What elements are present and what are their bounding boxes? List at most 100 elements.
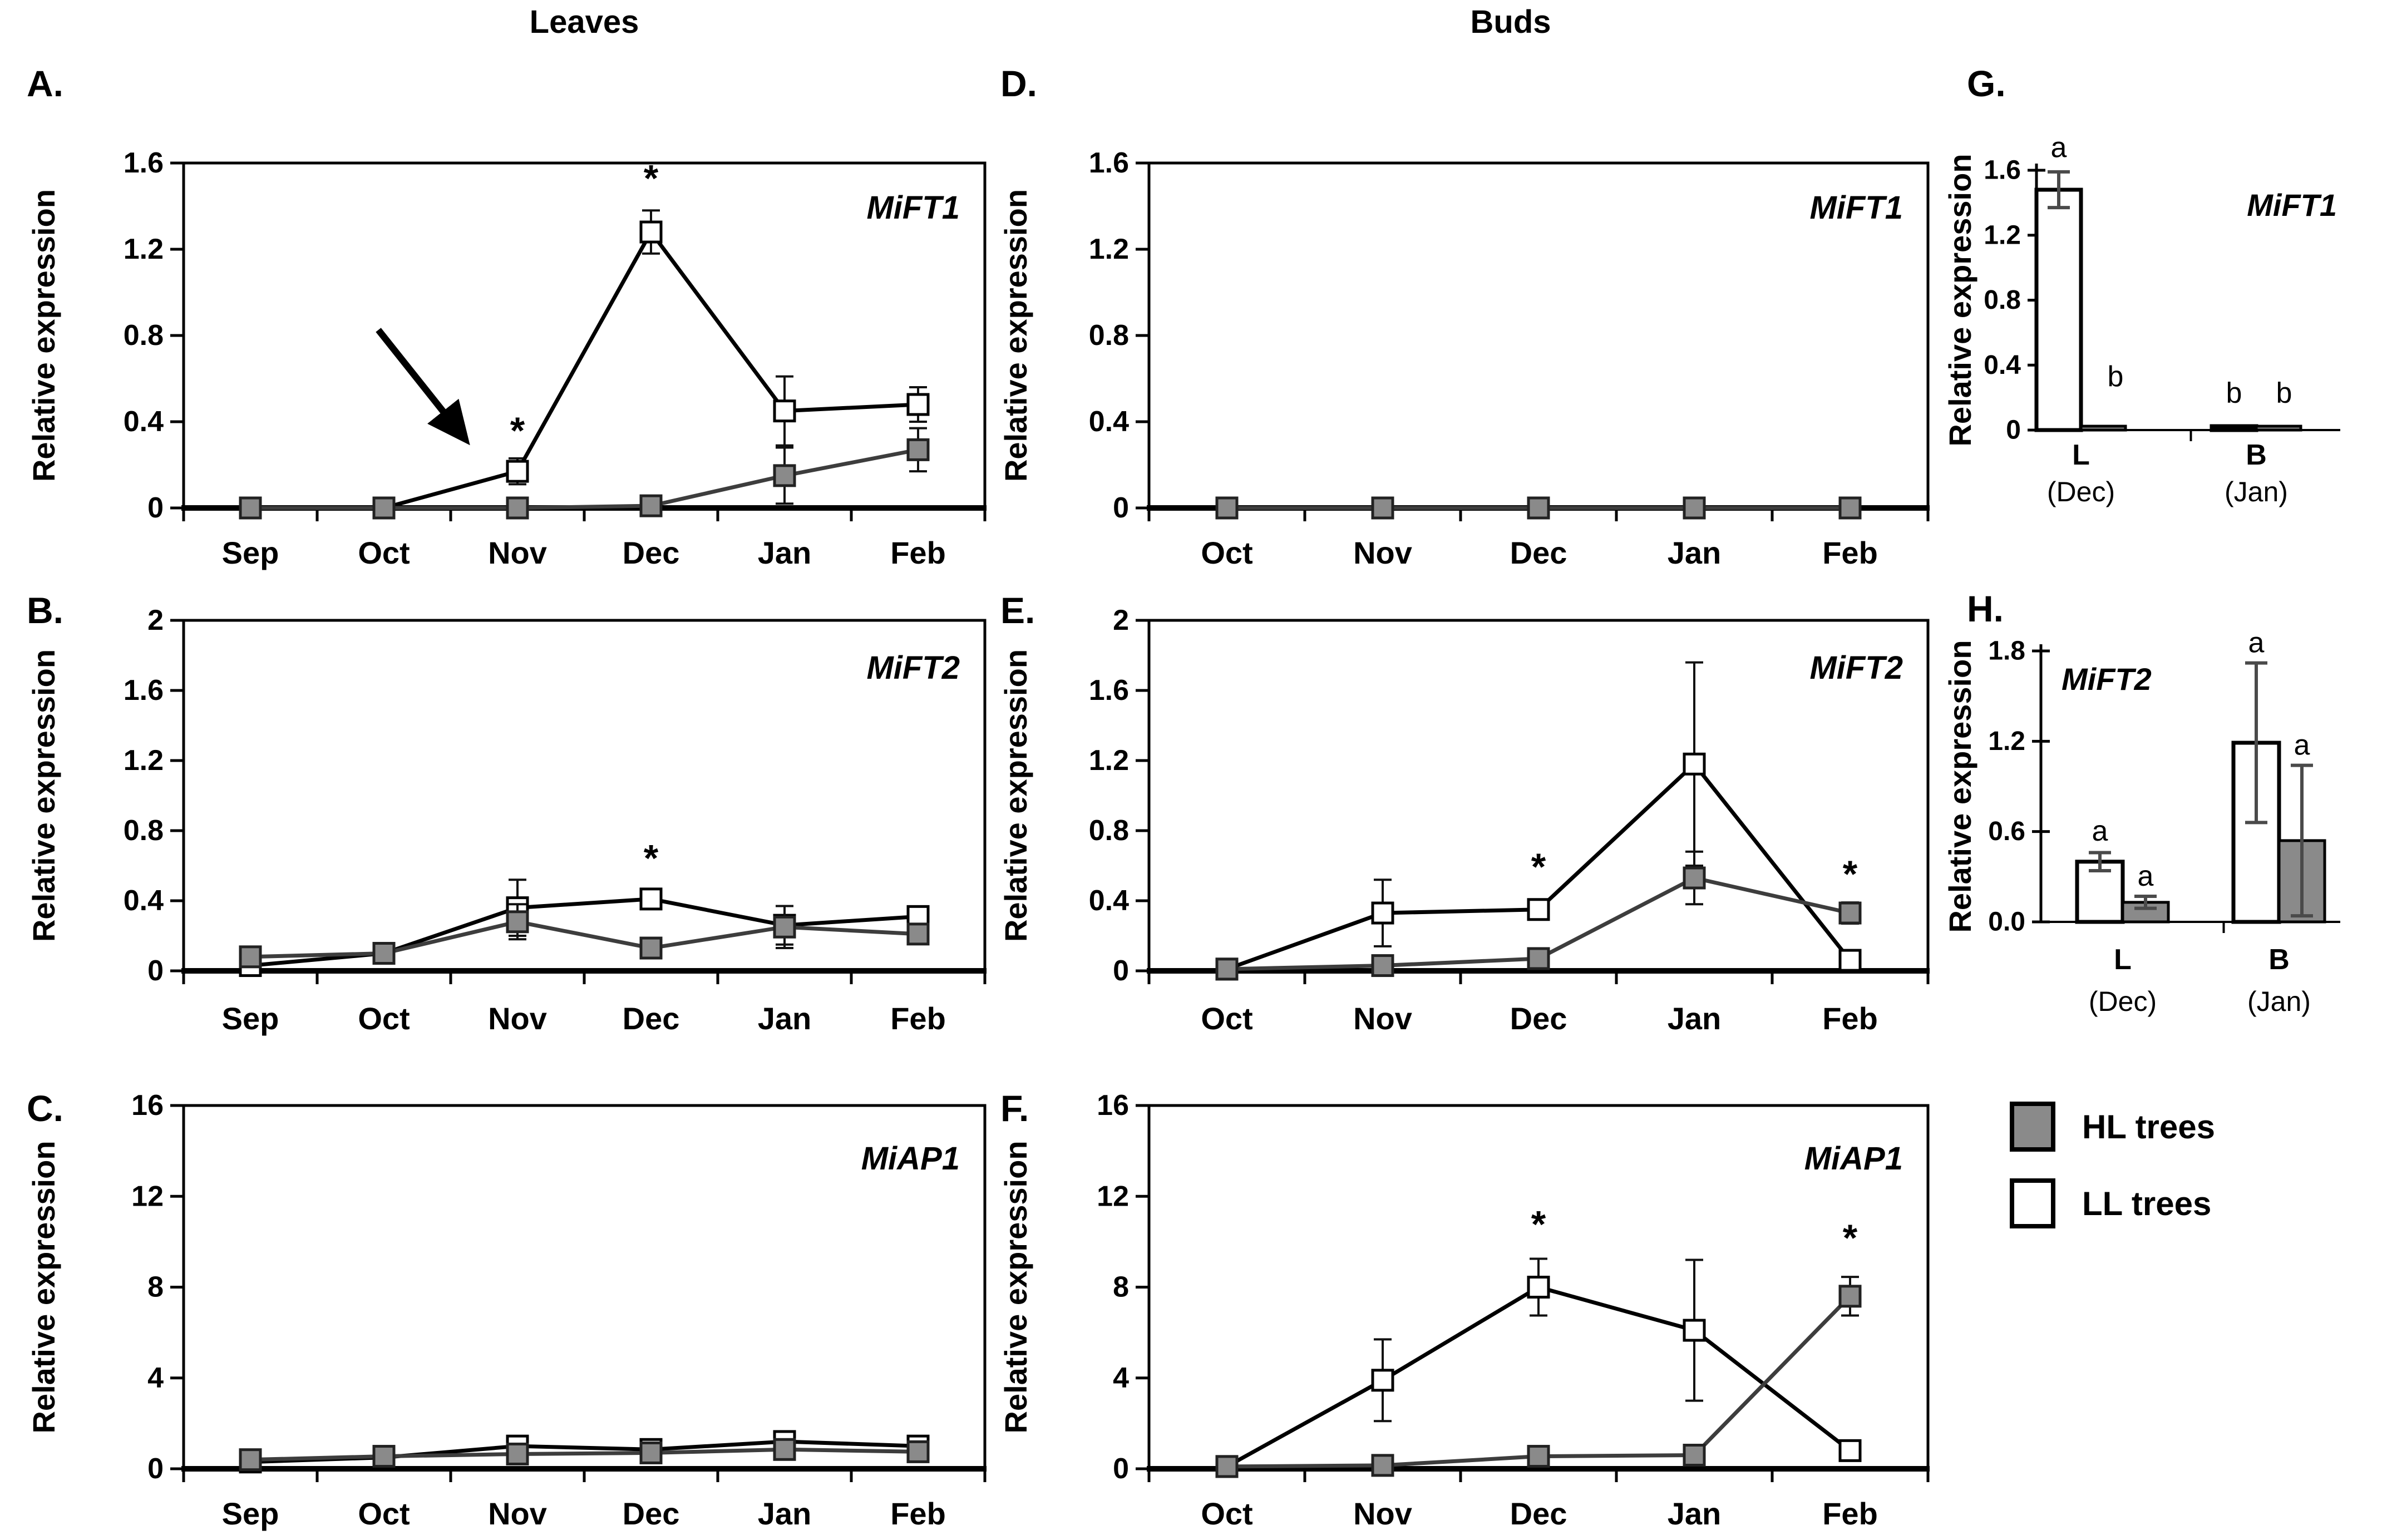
svg-text:0.8: 0.8 xyxy=(1984,285,2021,315)
panel-g-bar-chart-mift1: 0 0.4 0.8 1.2 1.6 L (Dec) B (Jan) a b b b G. Relative … xyxy=(1947,63,2340,507)
svg-text:1.2: 1.2 xyxy=(1089,233,1129,265)
svg-text:1.2: 1.2 xyxy=(1984,220,2021,250)
svg-text:Oct: Oct xyxy=(358,1496,410,1531)
svg-text:(Jan): (Jan) xyxy=(2247,986,2311,1017)
svg-text:*: * xyxy=(1531,846,1546,888)
svg-text:A.: A. xyxy=(27,63,63,104)
svg-text:Jan: Jan xyxy=(1668,1496,1722,1531)
svg-text:H.: H. xyxy=(1967,588,2004,629)
svg-text:(Dec): (Dec) xyxy=(2089,986,2157,1017)
svg-text:MiFT2: MiFT2 xyxy=(2062,662,2152,697)
legend-item-hl-trees: HL trees xyxy=(2010,1102,2215,1152)
svg-text:b: b xyxy=(2276,377,2292,409)
panel-d-line-chart-mift1-buds: 0 0.4 0.8 1.2 1.6 Oct Nov Dec Jan Feb D. Relative e… xyxy=(998,63,1930,570)
svg-text:(Dec): (Dec) xyxy=(2047,476,2115,507)
svg-text:Jan: Jan xyxy=(758,1001,812,1036)
svg-text:a: a xyxy=(2051,132,2067,164)
svg-text:C.: C. xyxy=(27,1088,63,1129)
svg-text:Feb: Feb xyxy=(1822,1496,1878,1531)
svg-text:*: * xyxy=(1843,853,1858,895)
svg-text:1.6: 1.6 xyxy=(1089,147,1129,179)
svg-text:Nov: Nov xyxy=(488,1496,547,1531)
svg-text:Jan: Jan xyxy=(1668,535,1722,570)
svg-text:Nov: Nov xyxy=(1353,1496,1412,1531)
svg-text:Relative expression: Relative expression xyxy=(998,649,1033,942)
svg-text:*: * xyxy=(1531,1203,1546,1246)
svg-text:0: 0 xyxy=(1113,955,1129,987)
svg-text:1.2: 1.2 xyxy=(124,744,164,777)
svg-text:4: 4 xyxy=(147,1362,164,1394)
panel-c-line-chart-miap1-leaves: 0 4 8 12 16 Sep Oct Nov Dec Jan Feb C. Relative expr… xyxy=(26,1088,987,1531)
svg-text:0: 0 xyxy=(1113,1453,1129,1485)
svg-text:MiFT1: MiFT1 xyxy=(866,190,960,226)
svg-text:0: 0 xyxy=(147,1453,164,1485)
svg-text:G.: G. xyxy=(1967,63,2006,104)
svg-text:D.: D. xyxy=(1000,63,1037,104)
svg-text:a: a xyxy=(2138,860,2154,892)
svg-text:0: 0 xyxy=(147,955,164,987)
legend-label-hl-trees: HL trees xyxy=(2082,1108,2216,1146)
svg-text:Feb: Feb xyxy=(890,1496,946,1531)
svg-text:L: L xyxy=(2072,439,2090,471)
panel-e-line-chart-mift2-buds: 0 0.4 0.8 1.2 1.6 2 Oct Nov Dec Jan Feb * * E. Relativ… xyxy=(998,590,1930,1036)
svg-text:1.6: 1.6 xyxy=(124,147,164,179)
svg-text:MiFT2: MiFT2 xyxy=(1809,650,1903,686)
svg-text:1.2: 1.2 xyxy=(124,233,164,265)
svg-text:MiFT1: MiFT1 xyxy=(1809,190,1903,226)
svg-text:(Jan): (Jan) xyxy=(2225,476,2288,507)
svg-text:Feb: Feb xyxy=(890,535,946,570)
svg-text:1.8: 1.8 xyxy=(1988,636,2025,666)
svg-text:Dec: Dec xyxy=(623,1001,680,1036)
svg-text:0.4: 0.4 xyxy=(1089,885,1129,917)
svg-text:0.4: 0.4 xyxy=(124,406,164,438)
svg-text:2: 2 xyxy=(1113,604,1129,636)
svg-text:Feb: Feb xyxy=(1822,535,1878,570)
svg-text:Oct: Oct xyxy=(358,535,410,570)
svg-text:1.6: 1.6 xyxy=(124,674,164,707)
panel-f-line-chart-miap1-buds: 0 4 8 12 16 Oct Nov Dec Jan Feb * * F. Relative expre… xyxy=(998,1088,1930,1531)
svg-text:*: * xyxy=(1843,1217,1858,1259)
svg-text:Dec: Dec xyxy=(623,535,680,570)
svg-text:0: 0 xyxy=(1113,492,1129,524)
svg-text:b: b xyxy=(2108,361,2124,393)
svg-text:*: * xyxy=(644,837,659,879)
svg-text:Relative expression: Relative expression xyxy=(26,649,61,942)
svg-text:MiFT1: MiFT1 xyxy=(2247,187,2337,223)
svg-text:B: B xyxy=(2246,439,2267,471)
svg-text:Dec: Dec xyxy=(623,1496,680,1531)
svg-text:Feb: Feb xyxy=(890,1001,946,1036)
svg-text:0.8: 0.8 xyxy=(124,815,164,847)
svg-text:Sep: Sep xyxy=(222,1001,279,1036)
svg-text:0.8: 0.8 xyxy=(124,319,164,352)
svg-text:MiAP1: MiAP1 xyxy=(861,1141,960,1177)
svg-text:F.: F. xyxy=(1000,1088,1029,1129)
svg-text:Oct: Oct xyxy=(1201,1496,1252,1531)
svg-text:Nov: Nov xyxy=(1353,1001,1412,1036)
svg-text:Feb: Feb xyxy=(1822,1001,1878,1036)
svg-text:0: 0 xyxy=(2006,416,2021,445)
svg-text:0.4: 0.4 xyxy=(1984,351,2021,380)
svg-text:a: a xyxy=(2092,815,2108,847)
svg-text:0.4: 0.4 xyxy=(1089,406,1129,438)
svg-text:b: b xyxy=(2226,377,2242,409)
svg-text:Dec: Dec xyxy=(1510,1001,1567,1036)
svg-text:Jan: Jan xyxy=(758,1496,812,1531)
legend-label-ll-trees: LL trees xyxy=(2082,1184,2212,1222)
svg-text:Relative expression: Relative expression xyxy=(26,189,61,482)
svg-text:16: 16 xyxy=(1097,1089,1129,1122)
svg-text:Oct: Oct xyxy=(358,1001,410,1036)
svg-text:E.: E. xyxy=(1000,590,1035,631)
svg-text:Jan: Jan xyxy=(758,535,812,570)
svg-text:Relative expression: Relative expression xyxy=(1947,640,1977,932)
svg-text:B: B xyxy=(2268,944,2290,976)
svg-text:0: 0 xyxy=(147,492,164,524)
hl-trees-swatch-icon xyxy=(2010,1102,2055,1152)
svg-text:*: * xyxy=(644,157,659,199)
svg-text:1.2: 1.2 xyxy=(1089,744,1129,777)
svg-text:0.6: 0.6 xyxy=(1988,817,2025,846)
svg-text:1.6: 1.6 xyxy=(1089,674,1129,707)
svg-text:Relative expression: Relative expression xyxy=(998,1141,1033,1433)
svg-text:0.4: 0.4 xyxy=(124,885,164,917)
